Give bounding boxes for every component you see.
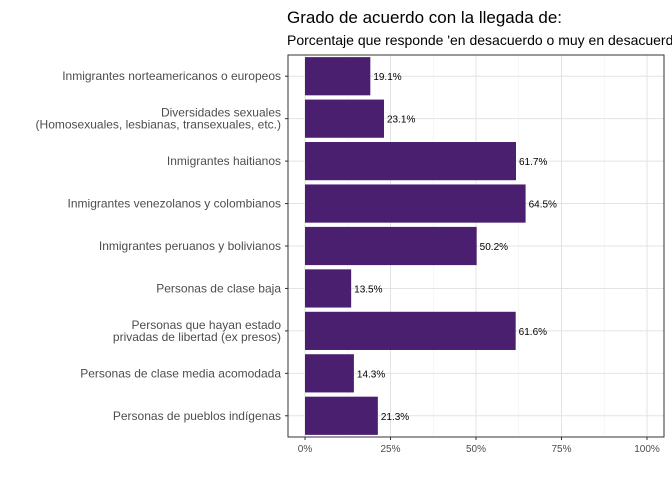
- panel-border: [287, 54, 665, 438]
- category-labels: Inmigrantes norteamericanos o europeos Di…: [36, 69, 282, 423]
- category-label: Inmigrantes haitianos: [167, 154, 281, 168]
- bar: [305, 396, 378, 435]
- chart-subtitle: Porcentaje que responde 'en desacuerdo o…: [287, 32, 672, 48]
- bars: [305, 57, 526, 435]
- bar: [305, 311, 516, 350]
- chart-title: Grado de acuerdo con la llegada de:: [287, 8, 562, 27]
- bar: [305, 226, 477, 266]
- bar: [305, 142, 517, 181]
- bar: [305, 184, 526, 223]
- bar: [305, 57, 371, 96]
- data-label: 23.1%: [387, 115, 415, 126]
- category-label: Personas de clase baja: [156, 281, 281, 295]
- data-label: 64.5%: [529, 200, 557, 211]
- data-label: 13.5%: [354, 284, 382, 295]
- data-labels: 19.1% 23.1% 61.7% 64.5% 50.2% 13.5% 61.6% 14.3%…: [354, 72, 557, 423]
- x-tick-label: 100%: [634, 444, 660, 455]
- bar: [305, 99, 385, 138]
- data-label: 14.3%: [357, 369, 385, 380]
- category-label: Inmigrantes norteamericanos o europeos: [62, 69, 281, 83]
- data-label: 61.7%: [519, 157, 547, 168]
- data-label: 21.3%: [381, 412, 409, 423]
- x-tick-label: 75%: [551, 444, 571, 455]
- data-label: 61.6%: [519, 327, 547, 338]
- category-label: Personas de pueblos indígenas: [113, 409, 281, 423]
- category-label: Personas de clase media acomodada: [80, 366, 281, 380]
- bar: [305, 354, 354, 393]
- bar: [305, 269, 352, 308]
- category-label: Inmigrantes peruanos y bolivianos: [99, 239, 281, 253]
- x-tick-label: 25%: [380, 444, 400, 455]
- data-label: 19.1%: [373, 72, 401, 83]
- category-label: Diversidades sexuales (Homosexuales, lesb…: [36, 106, 281, 132]
- category-label: Personas que hayan estado privadas de lib…: [113, 318, 281, 344]
- x-tick-label: 0%: [298, 444, 313, 455]
- category-label: Inmigrantes venezolanos y colombianos: [68, 197, 281, 211]
- data-label: 50.2%: [480, 242, 508, 253]
- x-tick-label: 50%: [466, 444, 486, 455]
